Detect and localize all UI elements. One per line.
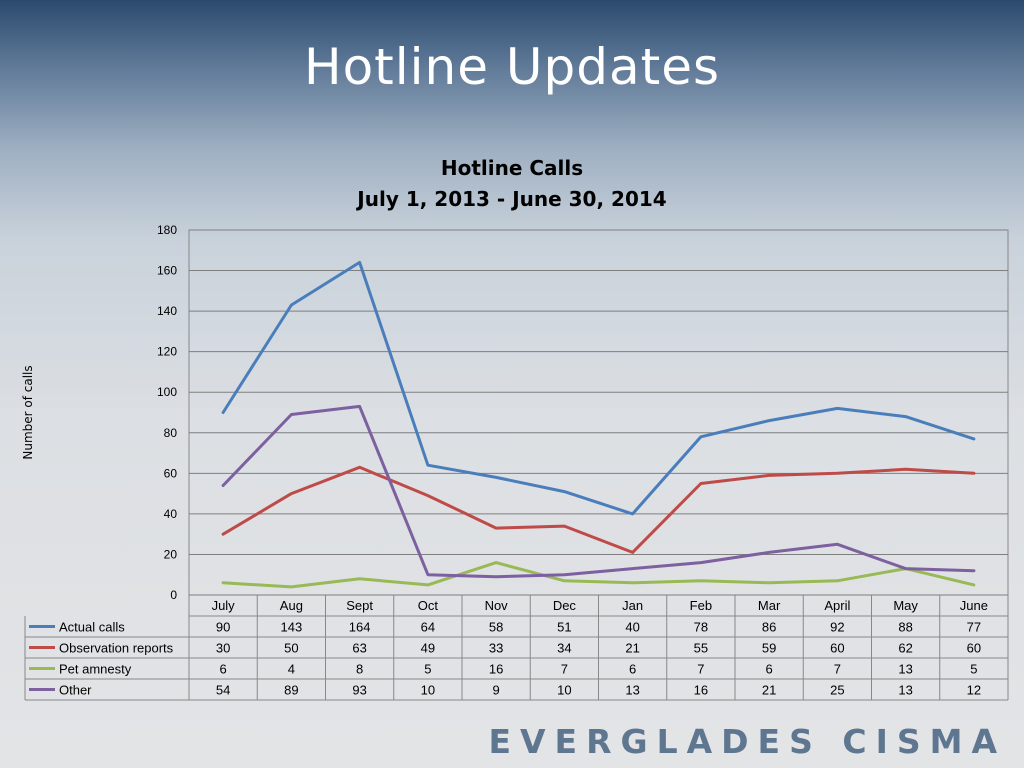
chart-title-block: Hotline Calls July 1, 2013 - June 30, 20…: [212, 153, 812, 215]
table-value: 86: [762, 620, 776, 635]
table-value: 16: [489, 662, 503, 677]
legend-label: Other: [59, 683, 92, 698]
table-value: 78: [694, 620, 708, 635]
y-tick-label: 160: [157, 264, 177, 278]
table-value: 58: [489, 620, 503, 635]
x-category-label: July: [212, 598, 236, 613]
x-category-label: June: [960, 598, 988, 613]
x-category-label: Oct: [418, 598, 439, 613]
y-tick-label: 20: [164, 547, 178, 561]
table-value: 5: [424, 662, 431, 677]
table-value: 93: [352, 683, 366, 698]
slide-title: Hotline Updates: [303, 38, 721, 96]
x-category-label: Aug: [280, 598, 303, 613]
table-value: 90: [216, 620, 230, 635]
x-category-label: Sept: [346, 598, 373, 613]
y-tick-label: 60: [164, 466, 178, 480]
y-axis-title: Number of calls: [21, 365, 35, 459]
table-value: 7: [834, 662, 841, 677]
x-category-label: May: [893, 598, 918, 613]
x-category-label: Dec: [553, 598, 577, 613]
y-tick-label: 80: [164, 426, 178, 440]
table-value: 63: [352, 641, 366, 656]
footer-logo-text: EVERGLADES CISMA: [488, 722, 1006, 761]
table-value: 92: [830, 620, 844, 635]
series-line-1: [221, 260, 976, 516]
table-value: 33: [489, 641, 503, 656]
table-value: 55: [694, 641, 708, 656]
table-value: 77: [967, 620, 981, 635]
x-category-label: Mar: [758, 598, 781, 613]
x-category-label: Jan: [622, 598, 643, 613]
table-value: 21: [625, 641, 639, 656]
table-value: 60: [830, 641, 844, 656]
table-value: 12: [967, 683, 981, 698]
table-value: 4: [288, 662, 295, 677]
table-value: 64: [421, 620, 435, 635]
x-category-label: Feb: [690, 598, 712, 613]
table-value: 8: [356, 662, 363, 677]
table-value: 60: [967, 641, 981, 656]
table-value: 40: [625, 620, 639, 635]
table-value: 6: [629, 662, 636, 677]
table-value: 10: [557, 683, 571, 698]
series-line-4: [221, 404, 976, 579]
table-value: 13: [898, 683, 912, 698]
table-value: 30: [216, 641, 230, 656]
table-value: 13: [625, 683, 639, 698]
table-value: 88: [898, 620, 912, 635]
table-value: 9: [493, 683, 500, 698]
legend-label: Actual calls: [59, 620, 125, 635]
table-value: 49: [421, 641, 435, 656]
table-value: 13: [898, 662, 912, 677]
chart-title: Hotline Calls: [440, 156, 584, 180]
y-tick-label: 40: [164, 507, 178, 521]
y-tick-label: 180: [157, 223, 177, 237]
table-value: 164: [349, 620, 371, 635]
table-value: 5: [970, 662, 977, 677]
table-value: 7: [561, 662, 568, 677]
legend-label: Pet amnesty: [59, 662, 132, 677]
y-tick-label: 140: [157, 304, 177, 318]
table-value: 59: [762, 641, 776, 656]
table-value: 10: [421, 683, 435, 698]
table-value: 25: [830, 683, 844, 698]
x-category-label: April: [824, 598, 850, 613]
table-value: 54: [216, 683, 230, 698]
table-value: 6: [766, 662, 773, 677]
table-value: 62: [898, 641, 912, 656]
table-value: 51: [557, 620, 571, 635]
table-value: 7: [697, 662, 704, 677]
y-tick-label: 120: [157, 345, 177, 359]
table-value: 16: [694, 683, 708, 698]
legend-label: Observation reports: [59, 641, 174, 656]
x-category-label: Nov: [485, 598, 509, 613]
table-value: 89: [284, 683, 298, 698]
table-value: 21: [762, 683, 776, 698]
chart-subtitle: July 1, 2013 - June 30, 2014: [357, 187, 667, 211]
series-line-2: [221, 465, 976, 554]
series-line-3: [221, 561, 976, 589]
table-value: 50: [284, 641, 298, 656]
table-value: 34: [557, 641, 571, 656]
table-value: 143: [281, 620, 303, 635]
y-tick-label: 100: [157, 385, 177, 399]
y-tick-label: 0: [170, 588, 177, 602]
table-value: 6: [220, 662, 227, 677]
